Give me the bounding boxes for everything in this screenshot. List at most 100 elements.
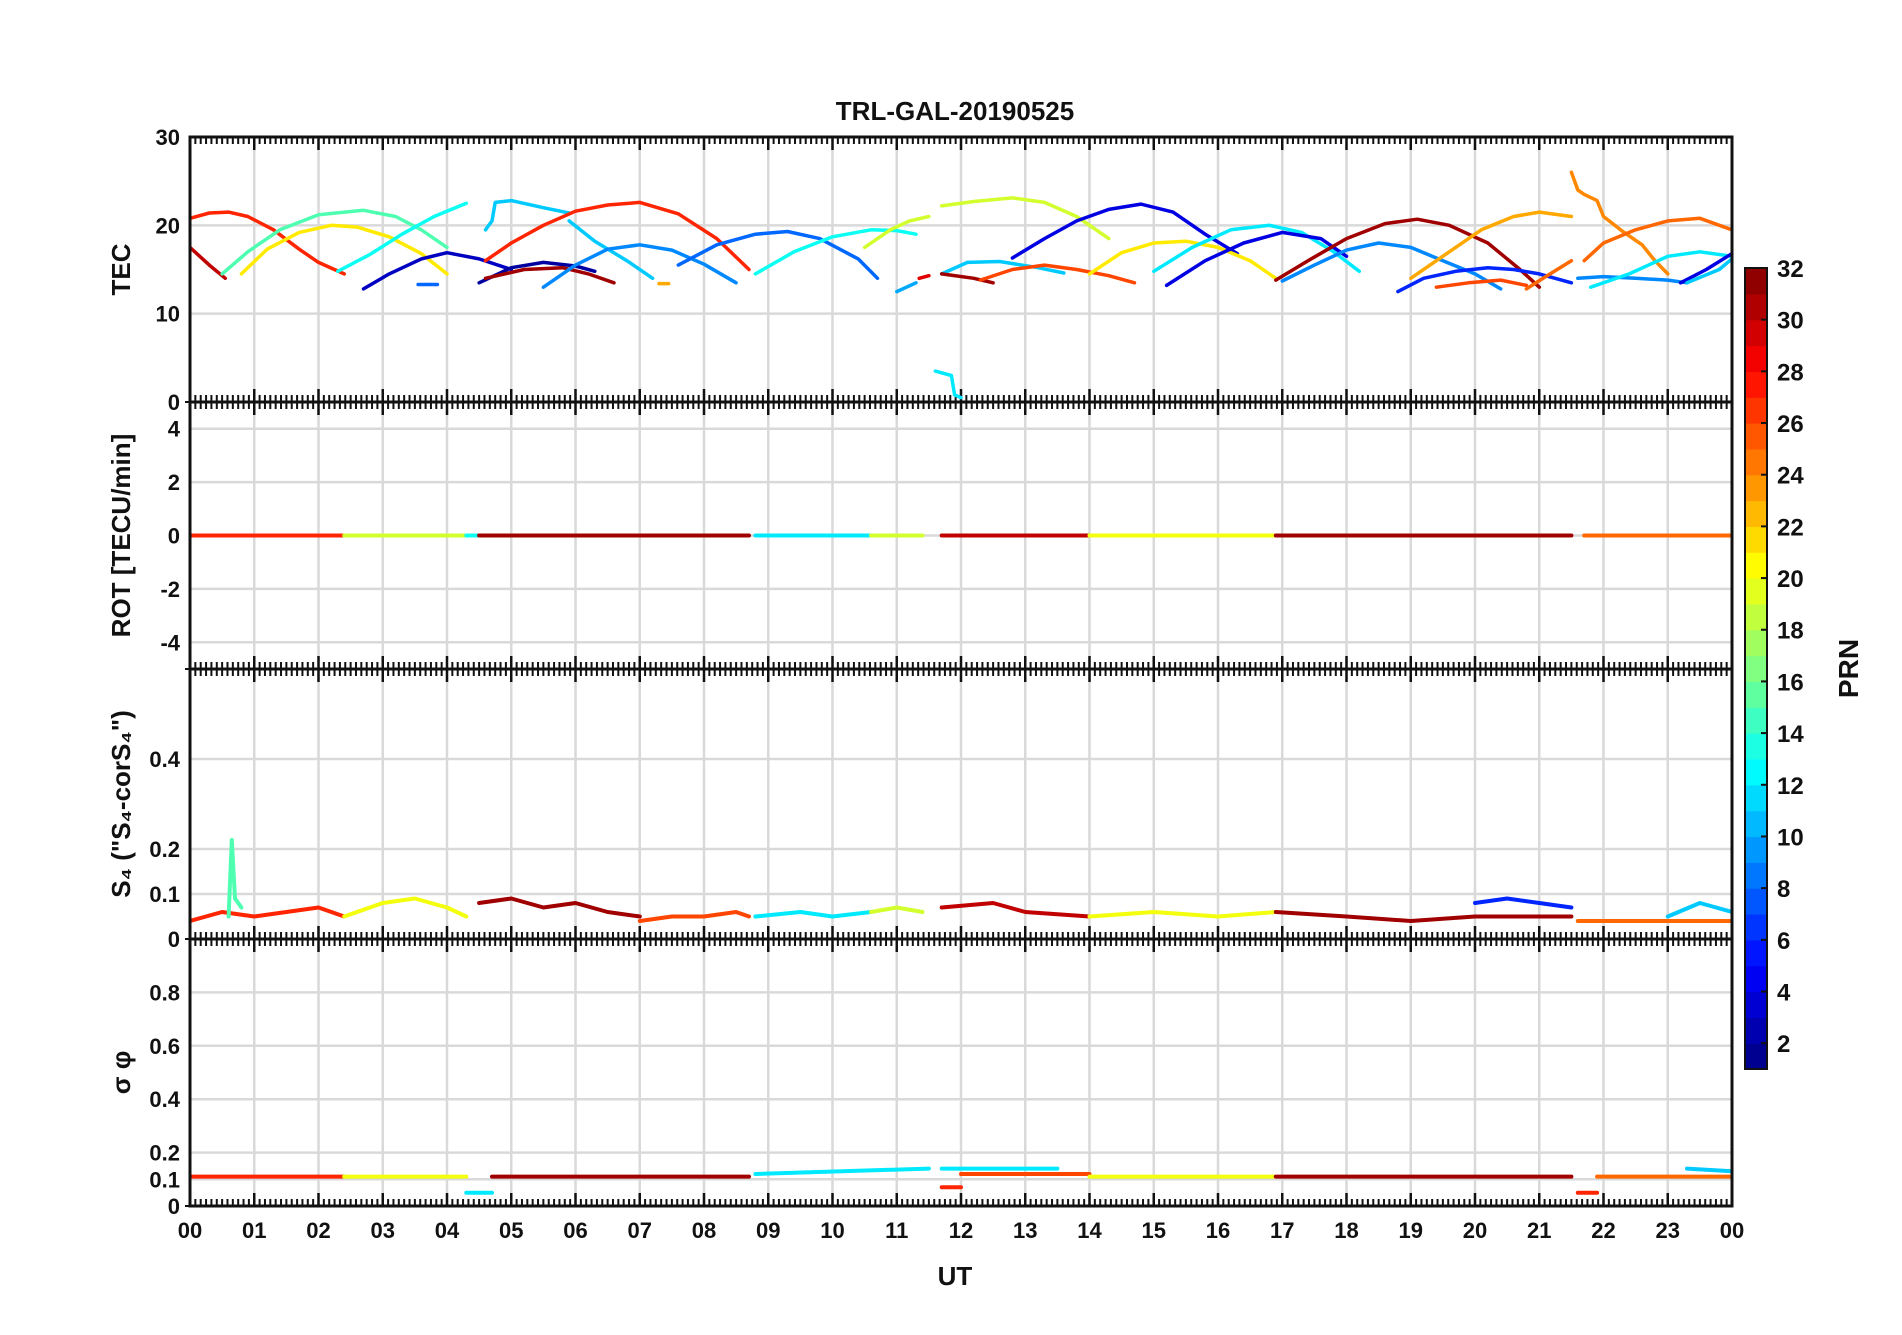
colorbar-segment [1745, 939, 1767, 967]
colorbar-segment [1745, 707, 1767, 734]
y-tick-label: 0.6 [149, 1034, 180, 1059]
series-line-prn-19 [862, 214, 931, 250]
series-line-prn-6 [1473, 896, 1574, 910]
colorbar-segment [1745, 319, 1767, 347]
series-line-prn-21 [239, 223, 449, 276]
colorbar-tick-label: 8 [1777, 876, 1790, 903]
y-tick-label: 4 [168, 417, 181, 442]
y-tick-label: 30 [156, 125, 180, 150]
colorbar-segment [1745, 448, 1767, 476]
x-axis-label: UT [938, 1261, 973, 1291]
series-line-prn-27 [190, 210, 346, 276]
series-line-prn-4 [1164, 230, 1349, 288]
series-line-prn-2 [477, 260, 597, 285]
series-line-prn-10 [895, 281, 918, 294]
y-tick-label: 0.2 [149, 1141, 180, 1166]
y-tick-label: 2 [168, 470, 180, 495]
colorbar-segment [1745, 655, 1767, 683]
x-tick-label: 09 [756, 1218, 780, 1243]
colorbar-segment [1745, 991, 1767, 1018]
series-line-prn-9 [541, 243, 738, 289]
x-tick-label: 08 [692, 1218, 716, 1243]
x-tick-label: 18 [1334, 1218, 1358, 1243]
colorbar-segment [1745, 913, 1767, 941]
colorbar-frame [1744, 267, 1768, 1070]
colorbar-tick-label: 28 [1777, 359, 1804, 386]
series-line-prn-9 [1576, 274, 1689, 285]
colorbar-segment [1745, 681, 1767, 708]
y-axis-label-rot: ROT [TECU/min] [106, 434, 136, 638]
y-tick-label: 10 [156, 302, 180, 327]
x-tick-label: 00 [178, 1218, 202, 1243]
colorbar-tick-label: 16 [1777, 669, 1804, 696]
series-line-prn-30 [939, 901, 1092, 919]
colorbar-segment [1745, 397, 1767, 424]
series-line-prn-20 [1087, 910, 1278, 919]
y-tick-label: 0.1 [149, 1167, 180, 1192]
colorbar-segment [1745, 862, 1767, 889]
series-line-prn-31 [477, 896, 642, 919]
y-tick-label: 0.2 [149, 837, 180, 862]
colorbar-segment [1745, 345, 1767, 372]
colorbar-segment [1745, 1043, 1767, 1070]
y-tick-label: 0.4 [149, 1087, 180, 1112]
y-tick-label: -2 [160, 577, 180, 602]
panel-rot: -4 -2 0 2 4 ROT [TECU/min] [106, 400, 1734, 671]
panel-sigma: 00.10.2 0.4 0.6 0.8 σ φ 00 01 02 03 04 05 06 07 08 09 1… [106, 937, 1744, 1243]
y-axis-label-s4: S₄ ("S₄-corS₄") [106, 710, 136, 898]
colorbar-segment [1745, 965, 1767, 993]
series-group-tec [190, 170, 1732, 400]
x-tick-label: 23 [1656, 1218, 1680, 1243]
colorbar-tick-label: 14 [1777, 721, 1804, 748]
x-tick-label: 00 [1720, 1218, 1744, 1243]
x-tick-label: 11 [885, 1218, 908, 1243]
colorbar-tick-label: 20 [1777, 566, 1804, 593]
x-tick-label: 04 [435, 1218, 460, 1243]
series-line-prn-12 [1588, 250, 1732, 289]
y-tick-label: -4 [160, 630, 180, 655]
series-line-prn-26 [978, 263, 1137, 285]
y-tick-label: 0.1 [149, 882, 180, 907]
series-line-prn-27 [190, 905, 347, 923]
series-line-prn-25 [1582, 216, 1732, 263]
x-tick-label: 14 [1077, 1218, 1102, 1243]
colorbar-tick-label: 32 [1777, 256, 1804, 283]
series-line-prn-24 [1569, 170, 1670, 276]
colorbar-segment [1745, 629, 1767, 657]
colorbar-segment [1745, 836, 1767, 863]
colorbar-segment [1745, 578, 1767, 605]
colorbar-segment [1745, 1017, 1767, 1044]
series-line-prn-31 [1273, 910, 1574, 923]
x-tick-label: 22 [1591, 1218, 1615, 1243]
series-line-prn-13 [336, 201, 469, 274]
y-tick-label: 0 [168, 524, 180, 549]
series-line-prn-27 [483, 200, 751, 272]
series-line-prn-31 [1274, 217, 1542, 289]
x-tick-label: 21 [1527, 1218, 1551, 1243]
colorbar-tick-label: 30 [1777, 308, 1804, 335]
y-tick-label: 0.8 [149, 980, 180, 1005]
colorbar-segment [1745, 758, 1767, 786]
y-tick-label: 20 [156, 213, 180, 238]
panel-frame [188, 937, 1734, 1208]
series-line-prn-21 [1087, 239, 1278, 281]
series-line-prn-26 [637, 910, 751, 923]
series-line-prn-11 [1685, 257, 1732, 285]
chart-title: TRL-GAL-20190525 [836, 96, 1074, 126]
series-line-prn-11 [567, 219, 655, 281]
series-line-prn-9 [1280, 241, 1503, 291]
series-line-prn-23 [1409, 210, 1574, 281]
colorbar-tick-label: 24 [1777, 463, 1804, 490]
colorbar-segment [1745, 423, 1767, 450]
colorbar-segment [1745, 810, 1767, 838]
series-line-prn-11 [1685, 1166, 1732, 1174]
colorbar-segment [1745, 784, 1767, 812]
y-tick-label: 0 [168, 1194, 180, 1219]
colorbar-tick-label: 10 [1777, 824, 1804, 851]
series-line-prn-29 [917, 273, 931, 281]
colorbar-tick-label: 4 [1777, 979, 1791, 1006]
series-line-prn-11 [483, 198, 571, 232]
